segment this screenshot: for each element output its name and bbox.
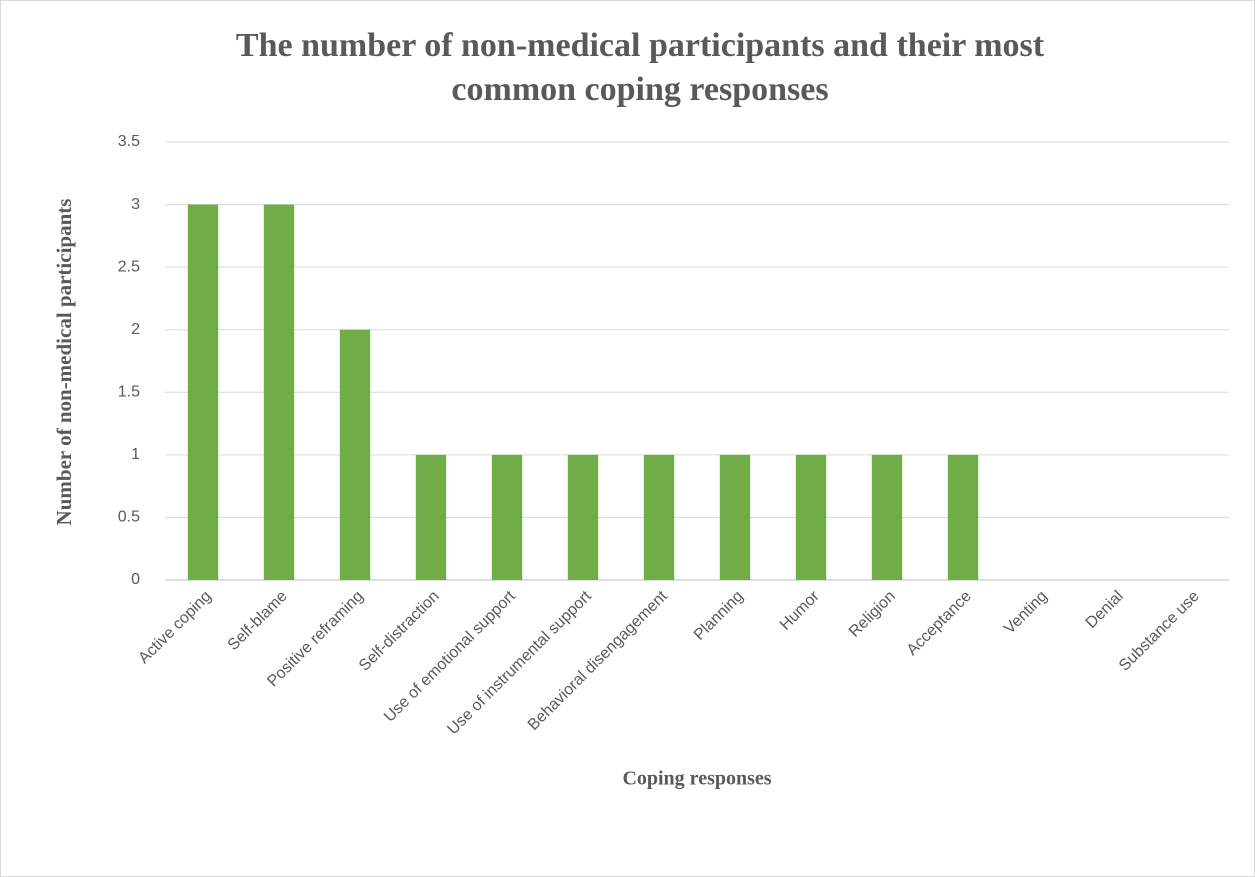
y-tick-label: 1.5	[118, 384, 140, 401]
bar	[567, 454, 599, 580]
y-tick-label: 2	[131, 321, 140, 338]
bar	[339, 329, 371, 580]
chart-title: The number of non-medical participants a…	[235, 27, 1045, 108]
bar	[795, 454, 827, 580]
y-tick-label: 1	[131, 446, 140, 463]
x-axis-title: Coping responses	[622, 768, 771, 790]
y-tick-label: 3	[131, 196, 140, 213]
bar	[947, 454, 979, 580]
bar	[187, 204, 219, 581]
y-tick-label: 2.5	[118, 258, 140, 275]
bar	[263, 204, 295, 581]
bar	[415, 454, 447, 580]
bar	[491, 454, 523, 580]
y-tick-label: 0.5	[118, 509, 140, 526]
bar	[643, 454, 675, 580]
y-tick-label: 3.5	[118, 133, 140, 150]
bar	[871, 454, 903, 580]
y-axis-title: Number of non-medical participants	[52, 199, 76, 526]
bar	[719, 454, 751, 580]
y-tick-label: 0	[131, 571, 140, 588]
